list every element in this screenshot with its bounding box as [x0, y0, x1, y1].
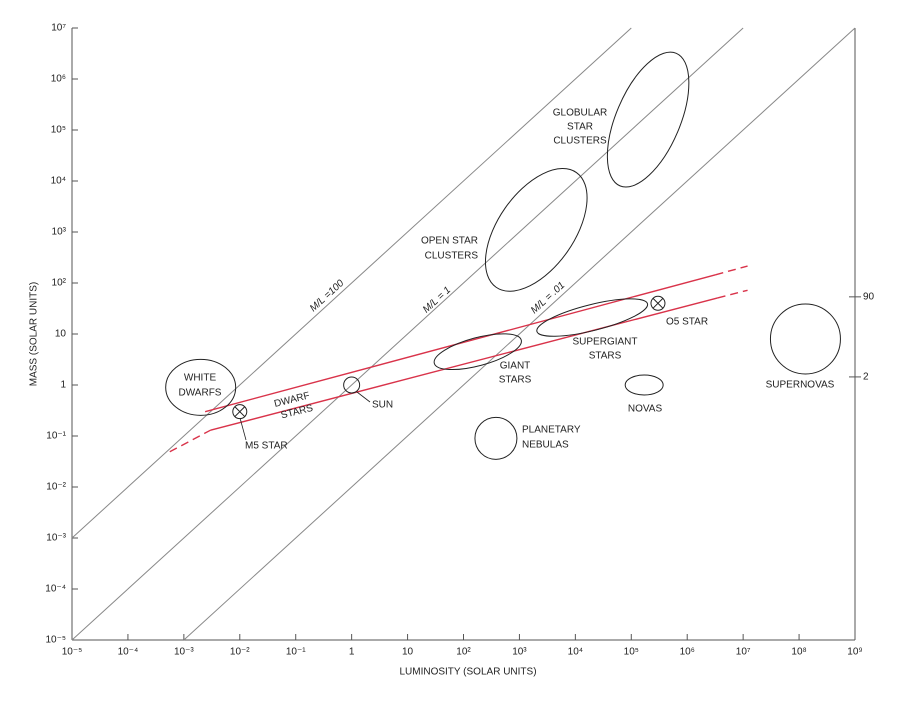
band-line [210, 297, 718, 431]
region [433, 333, 522, 371]
x-tick-label: 10⁴ [568, 647, 583, 658]
x-tick-label: 10⁻⁴ [118, 647, 139, 658]
y-tick-label: 10⁻¹ [46, 431, 66, 442]
y-tick-label: 10⁻⁵ [45, 635, 66, 646]
leader-line [239, 417, 247, 441]
y-tick-label: 10⁻⁴ [45, 584, 66, 595]
band-line [717, 289, 748, 299]
region [165, 358, 237, 416]
ratio-line [71, 27, 632, 539]
band-line [715, 265, 748, 276]
x-tick-label: 10⁻³ [174, 647, 194, 658]
y-tick-label: 10 [55, 329, 67, 340]
region-label: NEBULAS [522, 440, 569, 451]
ratio-label: M/L =100 [308, 278, 347, 315]
x-tick-label: 1 [349, 647, 355, 658]
point [650, 295, 666, 311]
point-cross [652, 298, 664, 309]
region-label: CLUSTERS [425, 251, 479, 262]
band-line [169, 429, 211, 453]
leader-line [356, 391, 371, 403]
ratio-label: M/L = .01 [529, 280, 567, 316]
ratio-line [183, 27, 856, 641]
region [536, 298, 649, 337]
x-tick-label: 10⁷ [736, 647, 751, 658]
region-label: STAR [567, 122, 593, 133]
x-tick-label: 10⁸ [791, 647, 806, 658]
x-axis-label: LUMINOSITY (SOLAR UNITS) [399, 667, 536, 678]
region-label: STARS [499, 375, 532, 386]
x-tick-label: 10⁶ [680, 647, 695, 658]
x-tick-label: 10⁵ [624, 647, 639, 658]
point-label: M5 STAR [245, 441, 288, 452]
x-tick-label: 10⁹ [847, 647, 862, 658]
y-tick-label: 10² [52, 278, 67, 289]
region [769, 303, 841, 375]
y-tick-label: 10³ [52, 227, 67, 238]
y-axis-label: MASS (SOLAR UNITS) [29, 282, 40, 386]
region-label: CLUSTERS [553, 136, 607, 147]
region [484, 168, 588, 292]
region-label: NOVAS [628, 404, 663, 415]
region-label: GIANT [500, 361, 531, 372]
region [624, 374, 664, 396]
x-tick-label: 10³ [512, 647, 527, 658]
y2-tick-label: 2 [863, 372, 869, 383]
region [606, 51, 690, 188]
region-label: SUPERGIANT [572, 337, 637, 348]
y-tick-label: 10⁻² [46, 482, 66, 493]
x-tick-label: 10² [456, 647, 471, 658]
ratio-line [71, 27, 744, 641]
point-cross [234, 406, 246, 417]
x-tick-label: 10⁻⁵ [62, 647, 83, 658]
x-tick-label: 10 [402, 647, 414, 658]
ratio-label: M/L = 1 [421, 285, 453, 316]
region-label: DWARFS [179, 388, 222, 399]
y2-tick-label: 90 [863, 291, 875, 302]
point-label: O5 STAR [666, 317, 708, 328]
region-label: GLOBULAR [553, 108, 607, 119]
y-tick-label: 10⁷ [51, 23, 66, 34]
y-tick-label: 10⁶ [51, 74, 66, 85]
region-label: WHITE [184, 373, 217, 384]
band-line [204, 274, 716, 413]
region-label: SUPERNOVAS [766, 380, 835, 391]
point-label: SUN [372, 400, 393, 411]
y-tick-label: 1 [60, 380, 66, 391]
region [474, 416, 518, 460]
y-tick-label: 10⁴ [51, 176, 66, 187]
region-label: PLANETARY [522, 425, 581, 436]
region-label: OPEN STAR [421, 236, 478, 247]
y-tick-label: 10⁵ [51, 125, 66, 136]
point [343, 376, 361, 394]
region-label: STARS [589, 351, 622, 362]
x-tick-label: 10⁻¹ [286, 647, 306, 658]
x-tick-label: 10⁻² [230, 647, 250, 658]
y-tick-label: 10⁻³ [46, 533, 66, 544]
